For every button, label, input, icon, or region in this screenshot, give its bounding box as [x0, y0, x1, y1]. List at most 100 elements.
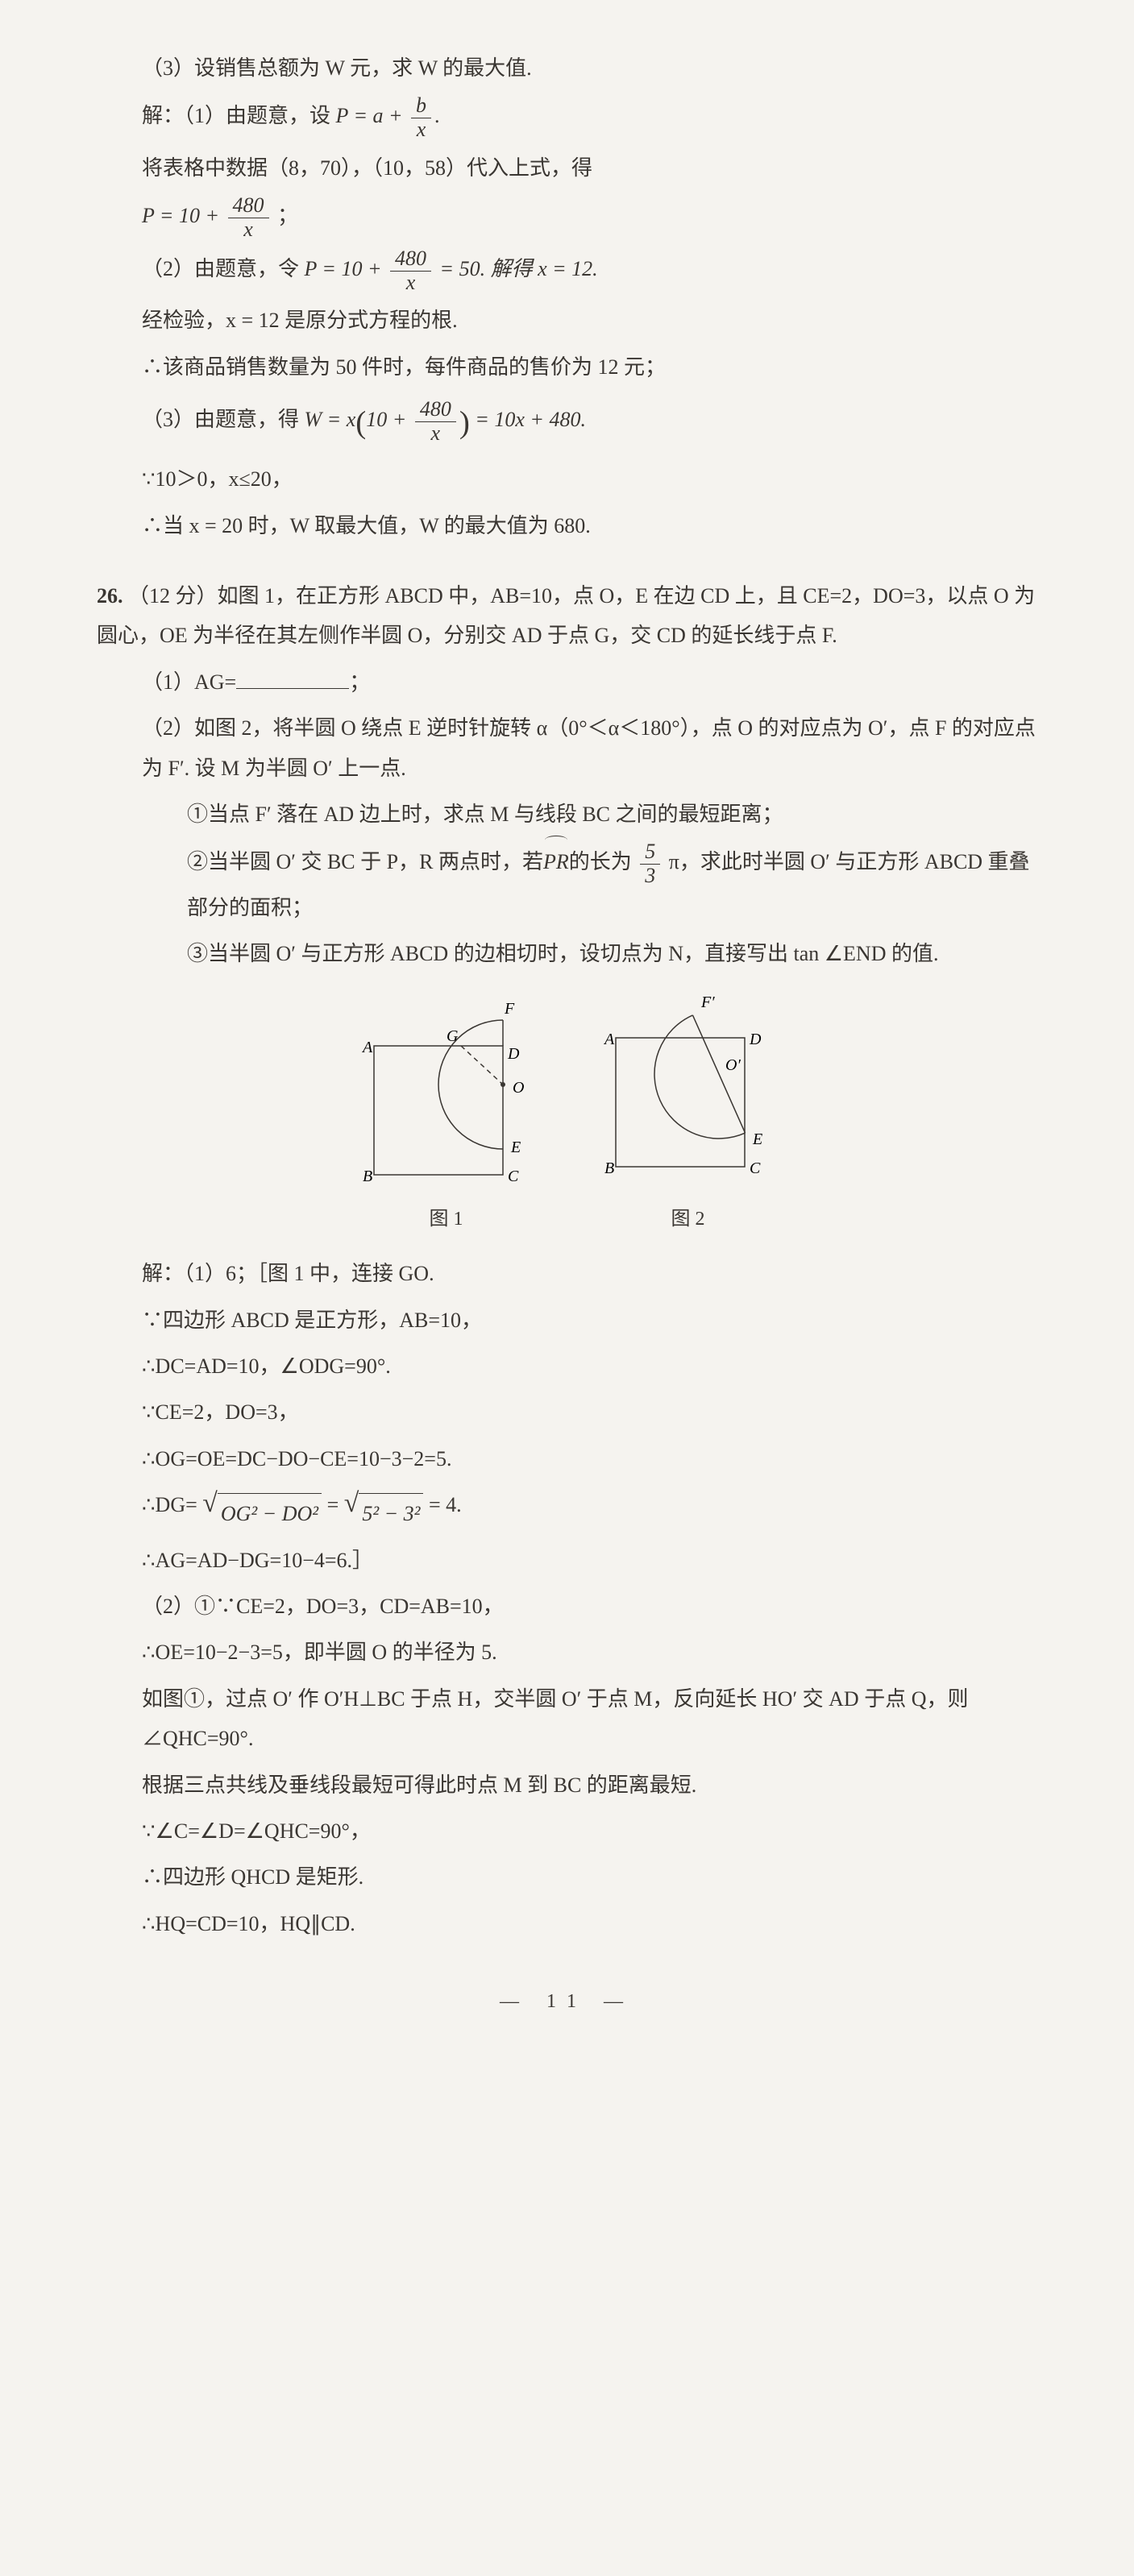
figure-row: A B C D E F G O 图 1 A B C D	[97, 989, 1037, 1238]
sqrt: √OG² − DO²	[202, 1490, 322, 1533]
page-number: — 11 —	[97, 1984, 1037, 2021]
q25-s2-check: 经检验，x = 12 是原分式方程的根.	[97, 301, 1037, 340]
text: ∴该商品销售数量为 50 件时，每件商品的售价为 12 元；	[142, 355, 666, 379]
q26-s1e: ∴OG=OE=DC−DO−CE=10−3−2=5.	[97, 1439, 1037, 1479]
svg-text:F′: F′	[700, 993, 715, 1011]
sol-label: 解：	[142, 1262, 184, 1285]
eq: W = x	[305, 408, 356, 431]
text: ∴DC=AD=10，∠ODG=90°.	[142, 1354, 391, 1378]
fraction: bx	[411, 94, 431, 141]
semicolon: ；	[349, 670, 370, 694]
page-content: （3）设销售总额为 W 元，求 W 的最大值. 解：（1）由题意，设 P = a…	[97, 48, 1037, 2021]
q25-s3-final: ∴当 x = 20 时，W 取最大值，W 的最大值为 680.	[97, 506, 1037, 545]
q26-number: 26.	[97, 584, 123, 608]
eq: P = 10 +	[305, 257, 388, 280]
text: ∴OE=10−2−3=5，即半圆 O 的半径为 5.	[142, 1641, 497, 1664]
svg-text:B: B	[604, 1159, 614, 1177]
paren-open: (	[355, 405, 366, 440]
q25-s1: 解：（1）由题意，设 P = a + bx.	[97, 94, 1037, 141]
svg-text:O: O	[513, 1079, 524, 1097]
text: = 4.	[423, 1493, 461, 1516]
q26-s2a: （2）①∵CE=2，DO=3，CD=AB=10，	[97, 1587, 1037, 1626]
eq: = 50. 解得 x = 12.	[434, 257, 598, 280]
text: ∵CE=2，DO=3，	[142, 1400, 299, 1424]
q26-s2c: 如图①，过点 O′ 作 O′H⊥BC 于点 H，交半圆 O′ 于点 M，反向延长…	[97, 1679, 1037, 1759]
svg-text:C: C	[508, 1168, 519, 1183]
text: 的长为	[569, 850, 638, 873]
text: ①当点 F′ 落在 AD 边上时，求点 M 与线段 BC 之间的最短距离；	[187, 803, 783, 826]
fig2-label: 图 2	[600, 1201, 777, 1238]
q26-s1d: ∵CE=2，DO=3，	[97, 1392, 1037, 1432]
svg-text:D: D	[749, 1031, 762, 1048]
semicolon: ；	[272, 204, 299, 227]
q26-s1a: 解：（1）6；［图 1 中，连接 GO.	[97, 1254, 1037, 1293]
period: .	[434, 104, 440, 127]
text: （1）6；［图 1 中，连接 GO.	[184, 1262, 434, 1285]
text: 如图①，过点 O′ 作 O′H⊥BC 于点 H，交半圆 O′ 于点 M，反向延长…	[142, 1687, 968, 1750]
text: ∴DG=	[142, 1493, 202, 1516]
fraction: 480x	[415, 398, 456, 445]
text: ∵四边形 ABCD 是正方形，AB=10，	[142, 1309, 482, 1332]
q25-s3-cond: ∵10＞0，x≤20，	[97, 459, 1037, 499]
svg-text:E: E	[752, 1130, 762, 1148]
svg-text:B: B	[363, 1168, 372, 1183]
svg-text:G: G	[447, 1027, 459, 1045]
text: （1）由题意，设	[184, 104, 336, 127]
q26-head: 26. （12 分）如图 1，在正方形 ABCD 中，AB=10，点 O，E 在…	[97, 576, 1037, 656]
eq: = 10x + 480.	[470, 408, 586, 431]
eq: P = 10 +	[142, 204, 225, 227]
q25-s1-res: P = 10 + 480x ；	[97, 194, 1037, 241]
text: 根据三点共线及垂线段最短可得此时点 M 到 BC 的距离最短.	[142, 1773, 696, 1797]
arc-pr: PR	[543, 842, 569, 881]
fig2-svg: A B C D E F′ O′	[600, 989, 777, 1183]
q26-s1b: ∵四边形 ABCD 是正方形，AB=10，	[97, 1300, 1037, 1340]
text: 经检验，x = 12 是原分式方程的根.	[142, 309, 458, 332]
q26-s1f: ∴DG= √OG² − DO² = √5² − 3² = 4.	[97, 1485, 1037, 1533]
text: ∵∠C=∠D=∠QHC=90°，	[142, 1819, 371, 1843]
sol-label: 解：	[142, 104, 184, 127]
svg-text:A: A	[603, 1031, 615, 1048]
text: （2）由题意，令	[142, 257, 305, 280]
fraction: 480x	[228, 194, 269, 241]
q26-s2f: ∴四边形 QHCD 是矩形.	[97, 1857, 1037, 1897]
figure-1: A B C D E F G O 图 1	[358, 989, 535, 1238]
svg-text:D: D	[507, 1045, 520, 1063]
text: ②当半圆 O′ 交 BC 于 P，R 两点时，若	[187, 850, 543, 873]
q25-p3: （3）设销售总额为 W 元，求 W 的最大值.	[97, 48, 1037, 88]
q25-s2: （2）由题意，令 P = 10 + 480x = 50. 解得 x = 12.	[97, 247, 1037, 294]
figure-2: A B C D E F′ O′ 图 2	[600, 989, 777, 1238]
q26-s2b: ∴OE=10−2−3=5，即半圆 O 的半径为 5.	[97, 1632, 1037, 1672]
text: （3）由题意，得	[142, 408, 305, 431]
text: ∴OG=OE=DC−DO−CE=10−3−2=5.	[142, 1447, 451, 1471]
text: （2）如图 2，将半圆 O 绕点 E 逆时针旋转 α（0°＜α＜180°），点 …	[142, 716, 1036, 779]
q26-p2: （2）如图 2，将半圆 O 绕点 E 逆时针旋转 α（0°＜α＜180°），点 …	[97, 708, 1037, 788]
q26-p2-2: ②当半圆 O′ 交 BC 于 P，R 两点时，若PR的长为 53 π，求此时半圆…	[97, 840, 1037, 927]
text: ∴当 x = 20 时，W 取最大值，W 的最大值为 680.	[142, 514, 591, 537]
q26-s1c: ∴DC=AD=10，∠ODG=90°.	[97, 1346, 1037, 1386]
q25-s2-concl: ∴该商品销售数量为 50 件时，每件商品的售价为 12 元；	[97, 347, 1037, 387]
q26-p2-1: ①当点 F′ 落在 AD 边上时，求点 M 与线段 BC 之间的最短距离；	[97, 794, 1037, 834]
fig1-label: 图 1	[358, 1201, 535, 1238]
fraction: 480x	[390, 247, 431, 294]
blank-fill	[236, 666, 349, 689]
svg-text:F: F	[504, 1000, 515, 1018]
q26-s1g: ∴AG=AD−DG=10−4=6.］	[97, 1541, 1037, 1580]
text: =	[322, 1493, 344, 1516]
text: （2）①∵CE=2，DO=3，CD=AB=10，	[142, 1595, 504, 1618]
sqrt: √5² − 3²	[344, 1490, 424, 1533]
text: （3）设销售总额为 W 元，求 W 的最大值.	[142, 56, 532, 80]
text: 将表格中数据（8，70），（10，58）代入上式，得	[142, 156, 592, 180]
q26-p2-3: ③当半圆 O′ 与正方形 ABCD 的边相切时，设切点为 N，直接写出 tan …	[97, 934, 1037, 973]
paren-close: )	[459, 405, 470, 440]
q26-p1: （1）AG=；	[97, 662, 1037, 702]
q26-s2d: 根据三点共线及垂线段最短可得此时点 M 到 BC 的距离最短.	[97, 1765, 1037, 1805]
text: ③当半圆 O′ 与正方形 ABCD 的边相切时，设切点为 N，直接写出 tan …	[187, 942, 938, 965]
text: （12 分）如图 1，在正方形 ABCD 中，AB=10，点 O，E 在边 CD…	[97, 584, 1035, 647]
text: ∴AG=AD−DG=10−4=6.］	[142, 1549, 373, 1572]
svg-text:E: E	[510, 1139, 521, 1156]
fraction: 53	[640, 840, 660, 887]
q25-s3: （3）由题意，得 W = x(10 + 480x) = 10x + 480.	[97, 393, 1037, 453]
text: ∴HQ=CD=10，HQ∥CD.	[142, 1912, 355, 1935]
q26-s2e: ∵∠C=∠D=∠QHC=90°，	[97, 1811, 1037, 1851]
fig1-svg: A B C D E F G O	[358, 989, 535, 1183]
